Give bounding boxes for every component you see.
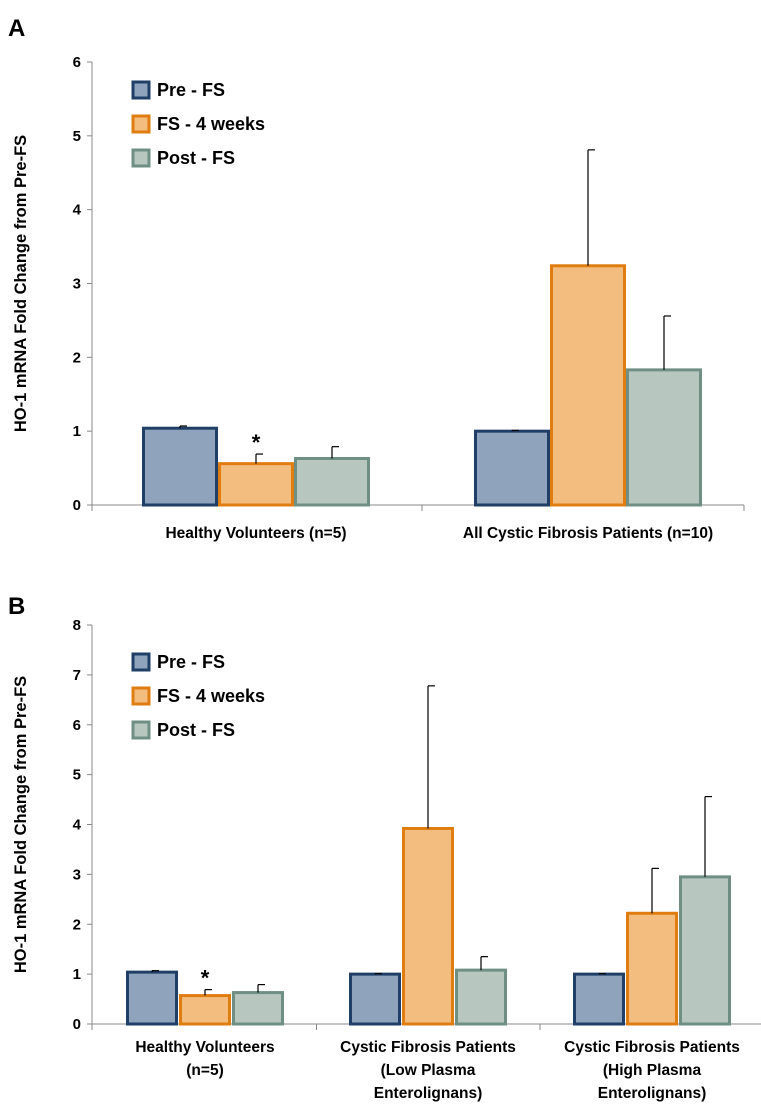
y-axis-title: HO-1 mRNA Fold Change from Pre-FS (12, 676, 30, 973)
y-tick-label: 3 (73, 276, 81, 293)
y-tick-label: 1 (73, 966, 81, 983)
bar-post-fs-0 (294, 456, 370, 507)
y-tick-label: 6 (73, 717, 81, 734)
y-tick-label: 4 (73, 817, 82, 834)
legend-entry: FS - 4 weeks (157, 114, 265, 134)
chart-panel-b: B HO-1 mRNA Fold Change from Pre-FS 0 1 2 3 4 5… (8, 593, 761, 1102)
x-category-label: Cystic Fibrosis Patients (564, 1039, 740, 1056)
x-category-label: Enterolignans) (598, 1085, 707, 1102)
y-tick-label: 2 (73, 349, 81, 366)
legend-entry: Post - FS (157, 148, 235, 168)
significance-asterisk: * (252, 430, 261, 455)
y-tick-label: 7 (73, 667, 81, 684)
legend-swatch (131, 686, 151, 706)
legend-swatch (131, 720, 151, 740)
legend-entry: Pre - FS (157, 80, 225, 100)
legend-swatch (131, 148, 151, 168)
bar-pre-fs-0 (126, 970, 178, 1026)
bar-pre-fs-2 (573, 972, 625, 1026)
bar-post-fs-1 (455, 968, 507, 1026)
chart-panel-a: A HO-1 mRNA Fold Change from Pre-FS 0 1 2 3 4 5… (8, 15, 745, 542)
bar-post-fs-2 (679, 875, 731, 1026)
bar-fs-4-weeks-1 (402, 826, 454, 1026)
legend-entry: Post - FS (157, 720, 235, 740)
x-category-label: Enterolignans) (374, 1085, 483, 1102)
bar-fs-4-weeks-0 (179, 994, 231, 1026)
y-tick-label: 1 (73, 423, 81, 440)
bar-fs-4-weeks-0 (218, 462, 294, 507)
legend-swatch (131, 80, 151, 100)
y-tick-label: 0 (73, 1016, 81, 1033)
x-category-label: (Low Plasma (381, 1062, 476, 1079)
legend-swatch (131, 114, 151, 134)
panel-letter: A (8, 15, 25, 42)
bar-pre-fs-0 (142, 426, 218, 507)
x-category-label: All Cystic Fibrosis Patients (n=10) (463, 525, 713, 542)
y-tick-label: 4 (73, 202, 82, 219)
legend-entry: Pre - FS (157, 652, 225, 672)
y-axis-title: HO-1 mRNA Fold Change from Pre-FS (12, 135, 30, 432)
y-tick-label: 3 (73, 866, 81, 883)
panel-letter: B (8, 593, 25, 620)
bar-pre-fs-1 (349, 972, 401, 1026)
legend-entry: FS - 4 weeks (157, 686, 265, 706)
y-tick-label: 8 (73, 617, 81, 634)
y-tick-label: 5 (73, 128, 81, 145)
significance-asterisk: * (201, 966, 210, 991)
bar-post-fs-0 (232, 991, 284, 1026)
x-category-label: (n=5) (186, 1062, 223, 1079)
y-tick-label: 5 (73, 767, 81, 784)
legend-swatch (131, 652, 151, 672)
y-tick-label: 6 (73, 54, 81, 71)
x-category-label: (High Plasma (603, 1062, 702, 1079)
y-tick-label: 2 (73, 916, 81, 933)
bar-pre-fs-1 (474, 429, 550, 507)
x-category-label: Healthy Volunteers (n=5) (165, 525, 346, 542)
bar-fs-4-weeks-1 (550, 264, 626, 507)
x-category-label: Healthy Volunteers (135, 1039, 274, 1056)
bar-fs-4-weeks-2 (626, 911, 678, 1026)
x-category-label: Cystic Fibrosis Patients (340, 1039, 516, 1056)
y-tick-label: 0 (73, 497, 81, 514)
bar-post-fs-1 (626, 368, 702, 507)
